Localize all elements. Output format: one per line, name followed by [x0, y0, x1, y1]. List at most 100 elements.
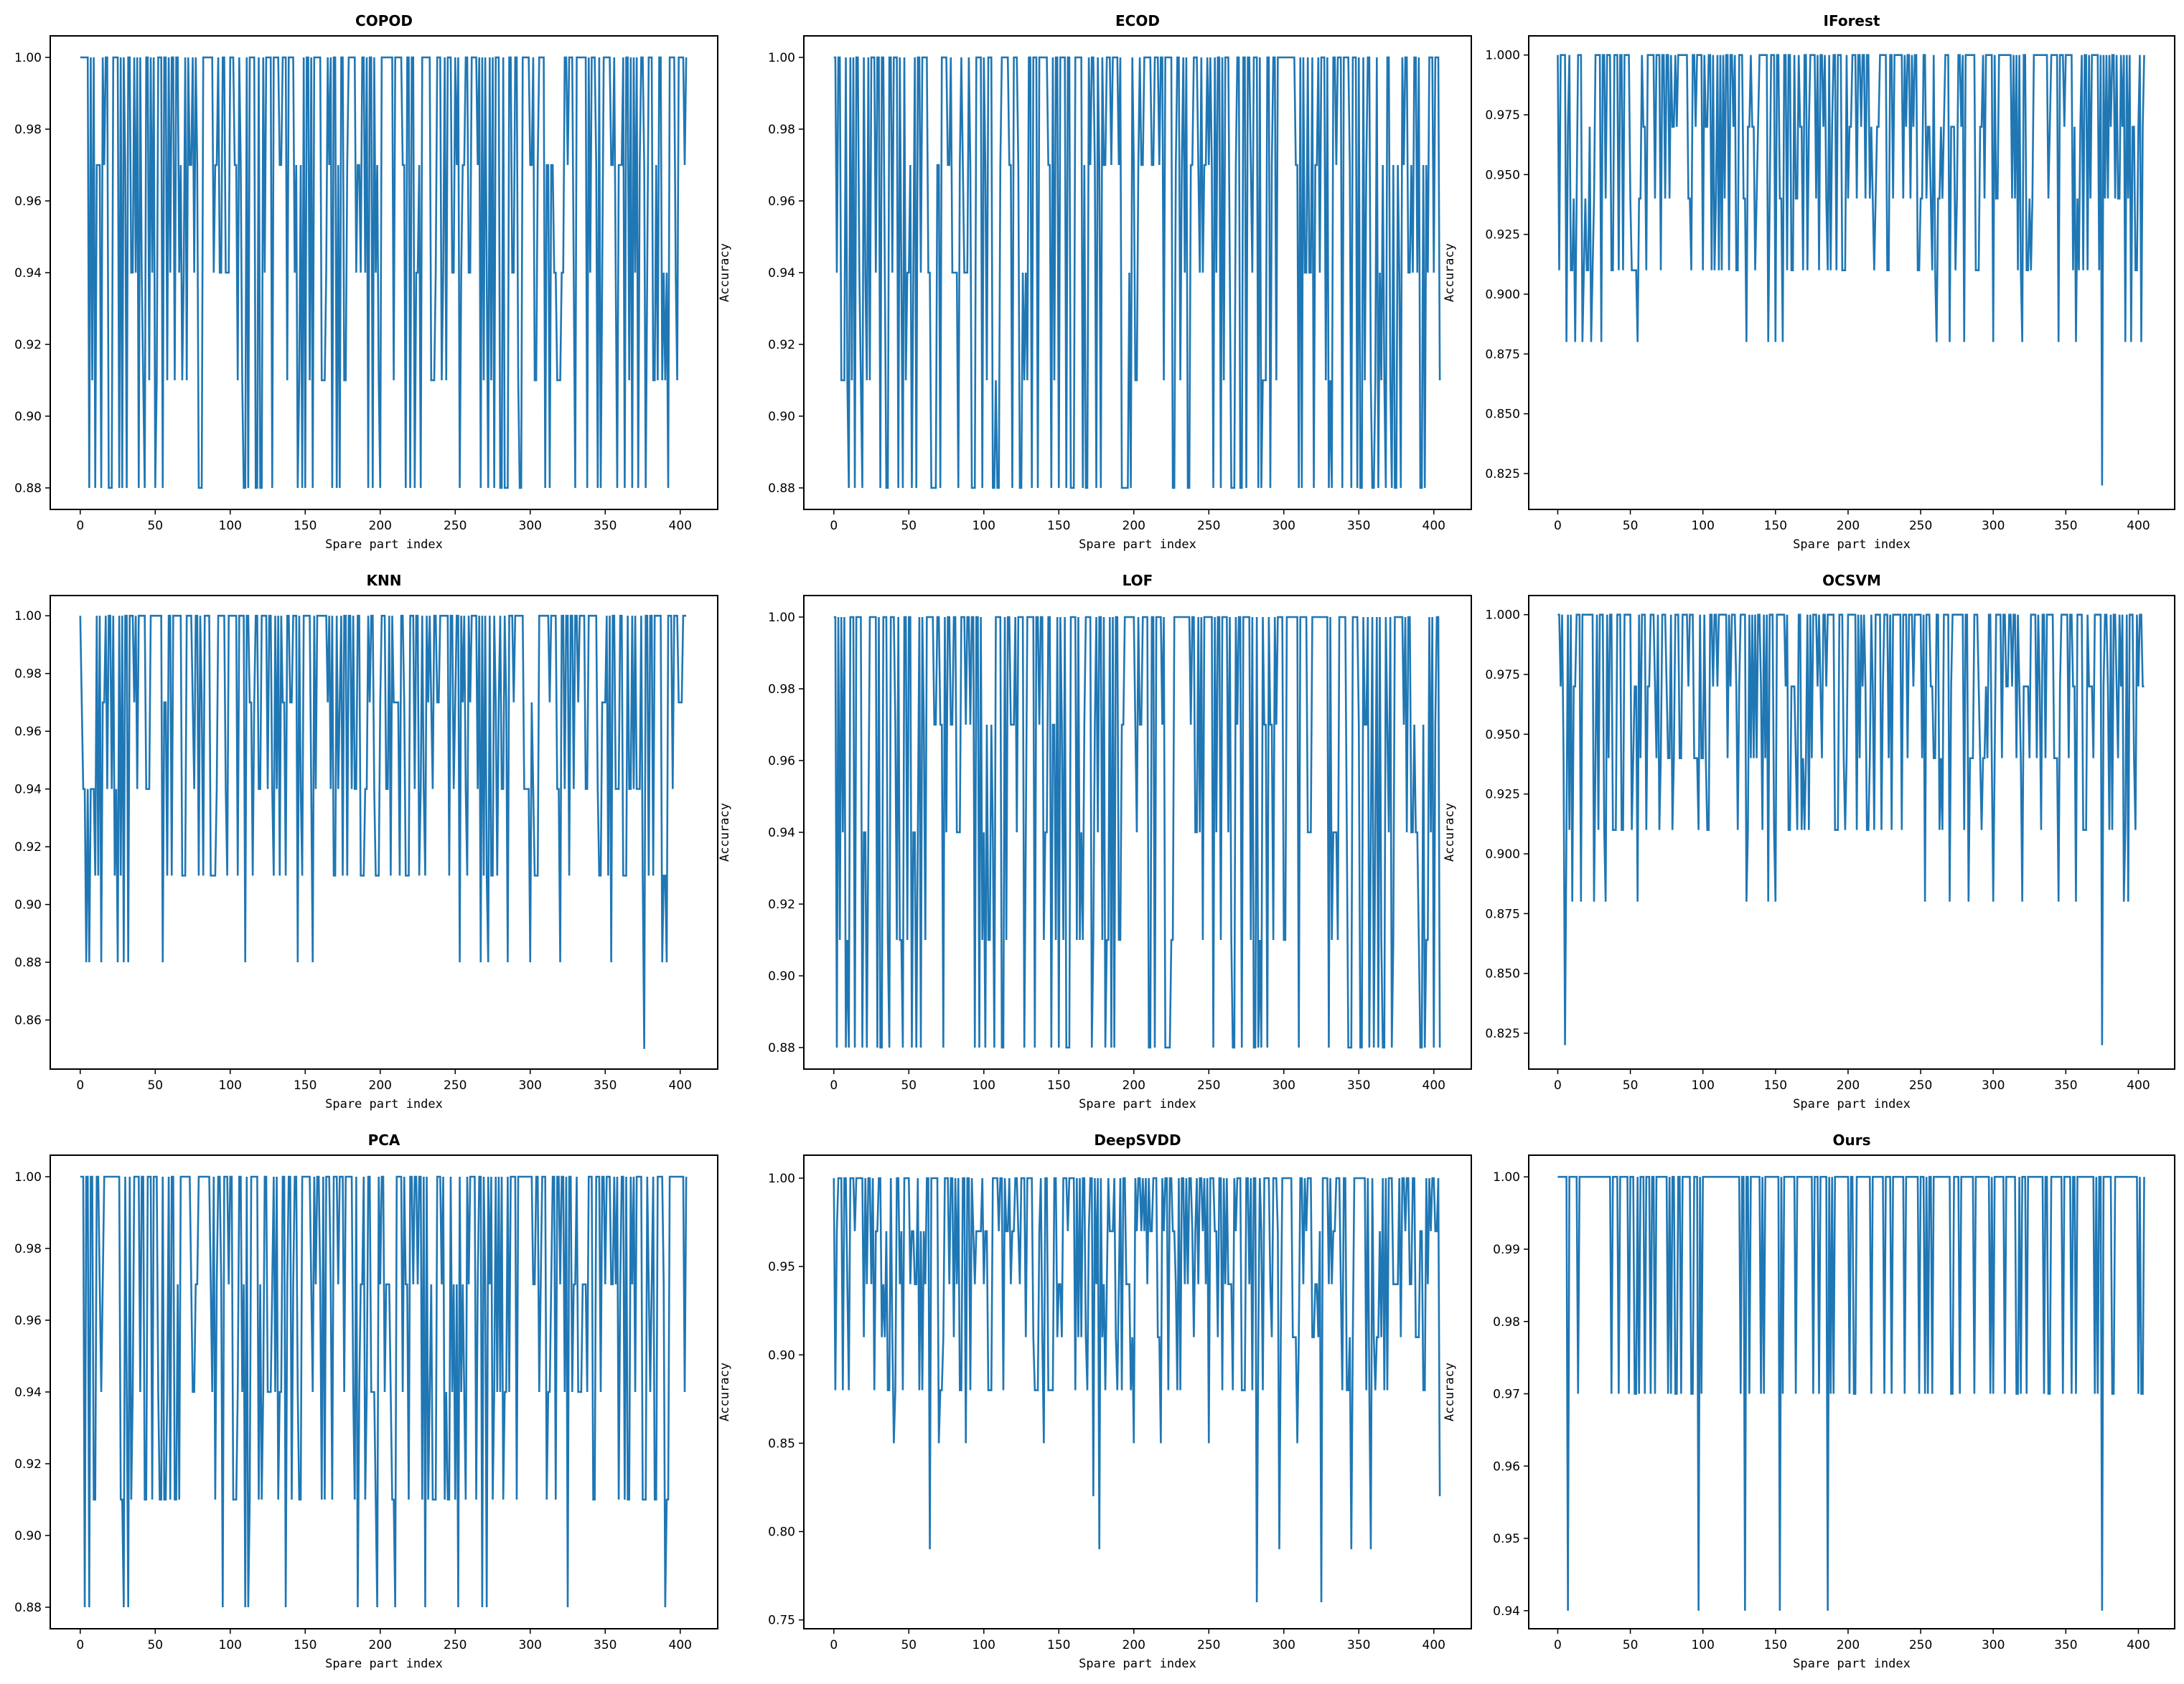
y-tick-label: 0.90 [14, 1529, 42, 1543]
x-tick-label: 400 [1423, 1638, 1445, 1652]
y-tick-label: 0.925 [1485, 788, 1520, 802]
x-tick-label: 400 [2127, 1638, 2150, 1652]
x-tick-label: 400 [2127, 1078, 2150, 1093]
plot-frame [50, 1154, 718, 1629]
x-tick-label: 50 [901, 1638, 917, 1652]
y-tick-label: 0.875 [1485, 907, 1520, 921]
y-axis-label: Accuracy [1443, 243, 1457, 302]
x-tick-label: 350 [1347, 1078, 1370, 1093]
x-tick-label: 250 [1197, 1638, 1220, 1652]
x-tick-label: 150 [294, 519, 317, 533]
y-tick-label: 0.88 [768, 1041, 795, 1055]
y-tick-label: 0.96 [768, 754, 795, 768]
y-tick-label: 0.96 [14, 725, 42, 739]
x-tick-label: 150 [1047, 519, 1070, 533]
x-tick-label: 150 [294, 1638, 317, 1652]
plot-frame [803, 595, 1472, 1070]
x-tick-label: 50 [147, 1638, 163, 1652]
x-tick-label: 200 [1837, 1638, 1860, 1652]
y-tick-label: 1.00 [1493, 1170, 1520, 1185]
x-tick-label: 100 [973, 1078, 995, 1093]
x-tick-label: 0 [830, 1078, 838, 1093]
y-tick-label: 0.88 [14, 481, 42, 496]
y-tick-label: 0.98 [768, 682, 795, 697]
x-axis-label: Spare part index [1793, 1657, 1911, 1671]
y-tick-label: 0.975 [1485, 668, 1520, 682]
y-tick-label: 0.90 [768, 1348, 795, 1363]
y-tick-label: 0.92 [768, 898, 795, 912]
x-tick-label: 0 [1554, 519, 1562, 533]
chart-title: PCA [368, 1132, 400, 1149]
accuracy-series-line [1557, 1175, 2145, 1611]
y-tick-label: 0.825 [1485, 1027, 1520, 1041]
x-tick-label: 300 [1982, 1638, 2005, 1652]
x-tick-label: 300 [1273, 1638, 1295, 1652]
y-tick-label: 0.925 [1485, 228, 1520, 243]
x-tick-label: 300 [519, 519, 542, 533]
plot-frame [1528, 1154, 2175, 1629]
chart-panel-ocsvm: OCSVM 0 50 100 150 200 250 300 350 400 0.825 0.850 0… [1443, 572, 2175, 1111]
chart-title: Ours [1832, 1132, 1870, 1149]
y-tick-label: 1.000 [1485, 608, 1520, 623]
x-tick-label: 200 [1837, 519, 1860, 533]
y-tick-label: 0.950 [1485, 728, 1520, 742]
y-tick-label: 0.92 [14, 1457, 42, 1472]
y-axis-label: Accuracy [718, 803, 732, 862]
x-tick-label: 150 [294, 1078, 317, 1093]
y-tick-label: 0.86 [14, 1014, 42, 1028]
y-tick-label: 0.98 [768, 123, 795, 137]
y-tick-label: 1.00 [768, 1172, 795, 1186]
x-tick-label: 150 [1764, 519, 1787, 533]
x-axis-label: Spare part index [1793, 1097, 1911, 1111]
y-tick-label: 0.825 [1485, 467, 1520, 481]
y-tick-label: 1.00 [14, 1170, 42, 1185]
chart-panel-knn: KNN 0 50 100 150 200 250 300 350 400 0.86 0.88 0.90 0… [14, 572, 718, 1111]
accuracy-series-line [833, 616, 1441, 1049]
chart-panel-pca: PCA 0 50 100 150 200 250 300 350 400 0.88 0.90 0.92 0… [14, 1132, 718, 1671]
x-tick-label: 200 [369, 519, 392, 533]
y-tick-label: 0.90 [768, 969, 795, 984]
plot-frame [50, 35, 718, 510]
chart-panel-ecod: ECOD 0 50 100 150 200 250 300 350 400 0.88 0.90 0.92… [718, 12, 1472, 552]
x-tick-label: 250 [444, 1078, 467, 1093]
y-tick-label: 0.96 [14, 194, 42, 209]
chart-panel-copod: COPOD 0 50 100 150 200 250 300 350 400 0.88 0.90 0.9… [14, 12, 718, 552]
x-tick-label: 250 [1909, 1638, 1932, 1652]
x-tick-label: 300 [1273, 1078, 1295, 1093]
chart-panel-lof: LOF 0 50 100 150 200 250 300 350 400 0.88 0.90 0.92 0… [718, 572, 1472, 1111]
x-tick-label: 300 [1982, 1078, 2005, 1093]
y-tick-label: 0.900 [1485, 288, 1520, 302]
y-tick-label: 0.875 [1485, 347, 1520, 362]
chart-panel-ours: Ours 0 50 100 150 200 250 300 350 400 0.94 0.95 0.96… [1443, 1132, 2175, 1671]
y-tick-label: 1.00 [768, 611, 795, 625]
x-tick-label: 250 [444, 1638, 467, 1652]
x-tick-label: 200 [369, 1638, 392, 1652]
x-tick-label: 250 [1909, 519, 1932, 533]
x-tick-label: 300 [1273, 519, 1295, 533]
x-tick-label: 200 [369, 1078, 392, 1093]
y-tick-label: 0.97 [1493, 1388, 1520, 1402]
x-tick-label: 350 [594, 519, 617, 533]
x-tick-label: 0 [76, 519, 84, 533]
y-tick-label: 0.94 [14, 1386, 42, 1400]
chart-title: DeepSVDD [1094, 1132, 1181, 1149]
chart-panel-iforest: IForest 0 50 100 150 200 250 300 350 400 0.825 0.85… [1443, 12, 2175, 552]
y-tick-label: 0.96 [14, 1314, 42, 1328]
x-tick-label: 100 [1691, 1638, 1714, 1652]
plot-frame [1528, 595, 2175, 1070]
x-axis-label: Spare part index [1079, 537, 1196, 552]
x-tick-label: 300 [1982, 519, 2005, 533]
y-tick-label: 0.88 [14, 1601, 42, 1615]
plot-frame [50, 595, 718, 1070]
accuracy-series-line [79, 614, 687, 1049]
x-tick-label: 200 [1123, 1078, 1145, 1093]
chart-title: ECOD [1115, 12, 1160, 29]
x-tick-label: 400 [2127, 519, 2150, 533]
x-axis-label: Spare part index [1079, 1097, 1196, 1111]
x-tick-label: 100 [973, 519, 995, 533]
accuracy-series-line [833, 56, 1441, 489]
y-tick-label: 0.92 [768, 338, 795, 352]
x-tick-label: 200 [1123, 1638, 1145, 1652]
y-tick-label: 0.95 [1493, 1532, 1520, 1546]
